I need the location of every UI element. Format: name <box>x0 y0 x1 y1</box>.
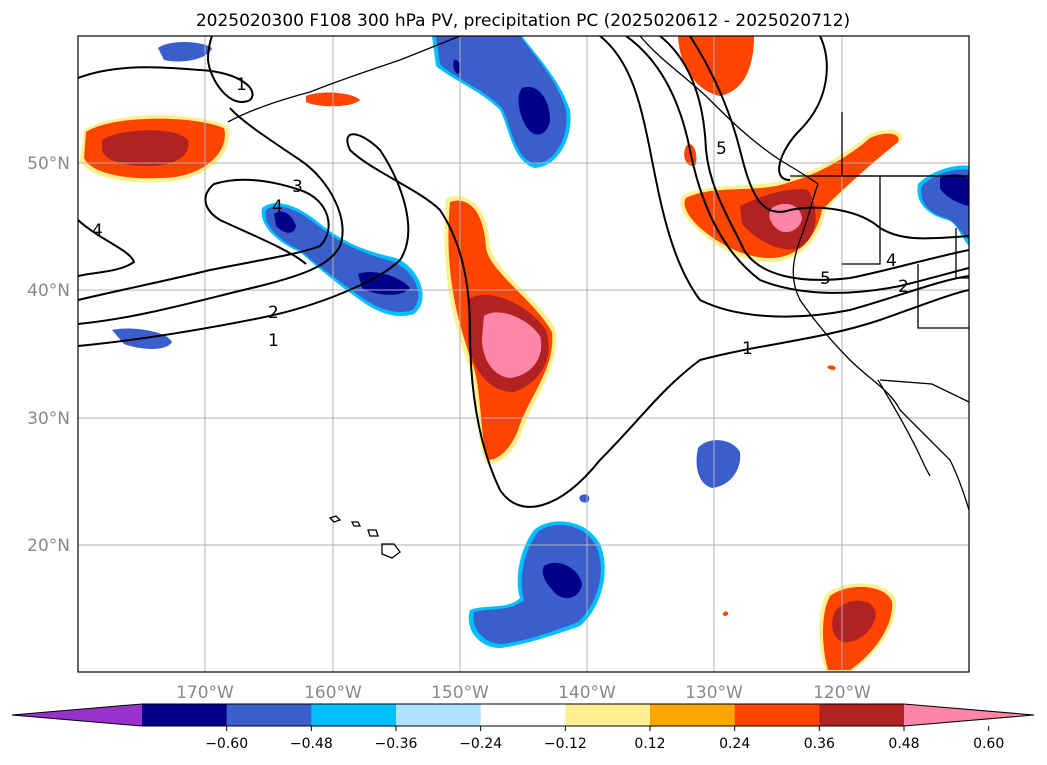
anomaly-negative <box>158 42 212 62</box>
graticule <box>78 36 969 672</box>
lon-label: 120°W <box>813 683 871 703</box>
anomaly-positive <box>722 611 729 616</box>
negative-anomaly-fields <box>112 36 969 648</box>
colorbar-outline <box>11 703 1035 727</box>
positive-anomaly-fields <box>80 36 903 672</box>
lat-label: 20°N <box>27 536 70 556</box>
colorbar-segment <box>142 704 228 726</box>
pv-contour-3 <box>78 178 330 301</box>
colorbar-tick-label: 0.48 <box>888 736 919 752</box>
latitude-labels: 20°N 30°N 40°N 50°N <box>27 154 70 556</box>
hawaii-island <box>381 543 401 559</box>
figure-title: 2025020300 F108 300 hPa PV, precipitatio… <box>196 11 850 31</box>
state-border <box>917 264 969 329</box>
colorbar-segment <box>819 704 905 726</box>
anomaly-positive <box>678 36 754 96</box>
colorbar-tick-label: −0.36 <box>375 736 418 752</box>
anomaly-negative <box>473 524 601 644</box>
canada-coast <box>639 36 819 185</box>
pv-contour-label: 1 <box>236 75 247 95</box>
longitude-labels: 170°W 160°W 150°W 140°W 130°W 120°W <box>176 683 871 703</box>
coastlines <box>227 36 969 559</box>
pv-contour-4 <box>78 219 136 277</box>
pv-contour-label: 4 <box>886 251 897 271</box>
lon-label: 140°W <box>558 683 616 703</box>
lat-label: 40°N <box>27 281 70 301</box>
baja-coast <box>877 379 931 477</box>
colorbar-extend-low <box>12 704 142 726</box>
pv-contour-2 <box>78 107 344 325</box>
colorbar-segment <box>565 704 651 726</box>
pv-contour-label: 4 <box>272 197 283 217</box>
colorbar-tick-label: 0.12 <box>634 736 665 752</box>
pv-contour-3b <box>625 36 969 294</box>
pv-contour-5b <box>778 36 828 181</box>
anomaly-negative <box>358 271 410 295</box>
anomaly-negative <box>453 59 461 74</box>
pv-contour-labels: 1 1 1 2 2 3 4 4 4 5 5 <box>92 75 909 359</box>
colorbar: −0.60 −0.48 −0.36 −0.24 −0.12 0.12 0.24 0.36 0.4… <box>11 703 1035 752</box>
lat-label: 30°N <box>27 409 70 429</box>
colorbar-tick-label: 0.60 <box>973 736 1004 752</box>
anomaly-positive <box>482 312 542 378</box>
pv-contour-label: 4 <box>92 221 103 241</box>
pv-contour-label: 1 <box>742 339 753 359</box>
anomaly-negative <box>274 211 296 233</box>
colorbar-segment <box>311 704 397 726</box>
colorbar-tick-label: −0.12 <box>544 736 587 752</box>
map-panel: 1 1 1 2 2 3 4 4 4 5 5 <box>78 36 969 672</box>
colorbar-tick-label: −0.24 <box>459 736 502 752</box>
pv-contour-label: 1 <box>268 331 279 351</box>
colorbar-segment <box>734 704 820 726</box>
anomaly-positive <box>827 365 836 370</box>
colorbar-segment <box>396 704 482 726</box>
anomaly-negative <box>940 174 969 206</box>
pv-contour-2b <box>599 36 969 318</box>
anomaly-negative <box>542 562 582 599</box>
colorbar-segment <box>480 704 566 726</box>
pv-contour-4b <box>659 36 969 281</box>
pv-contour-label: 2 <box>898 277 909 297</box>
anomaly-negative <box>696 440 741 488</box>
pv-contour-label: 3 <box>292 177 303 197</box>
hawaii-island <box>367 529 379 537</box>
pv-contour-5 <box>689 36 969 240</box>
lon-label: 130°W <box>685 683 743 703</box>
pv-contour-label: 5 <box>820 269 831 289</box>
anomaly-positive <box>102 130 189 166</box>
map-frame <box>77 35 970 673</box>
lon-label: 150°W <box>431 683 489 703</box>
hawaii-island <box>328 515 342 523</box>
lon-label: 170°W <box>176 683 234 703</box>
colorbar-tick-label: 0.36 <box>804 736 835 752</box>
pv-contour-label: 5 <box>716 139 727 159</box>
colorbar-extend-high <box>904 704 1034 726</box>
mexico-border <box>879 379 969 403</box>
pv-contour-1b <box>78 36 254 103</box>
state-border <box>842 176 881 265</box>
anomaly-positive <box>832 600 876 643</box>
pv-contour-label: 2 <box>268 303 279 323</box>
lon-label: 160°W <box>304 683 362 703</box>
colorbar-tick-label: −0.48 <box>290 736 333 752</box>
pv-contours <box>78 36 969 508</box>
pv-contour-1 <box>78 133 969 508</box>
anomaly-negative <box>518 86 550 135</box>
lat-label: 50°N <box>27 154 70 174</box>
hawaii-island <box>350 521 362 527</box>
alaska-coast <box>227 36 461 123</box>
colorbar-tick-label: 0.24 <box>719 736 750 752</box>
us-west-coast <box>792 183 969 511</box>
colorbar-tick-label: −0.60 <box>205 736 248 752</box>
colorbar-segment <box>650 704 736 726</box>
colorbar-segment <box>226 704 312 726</box>
